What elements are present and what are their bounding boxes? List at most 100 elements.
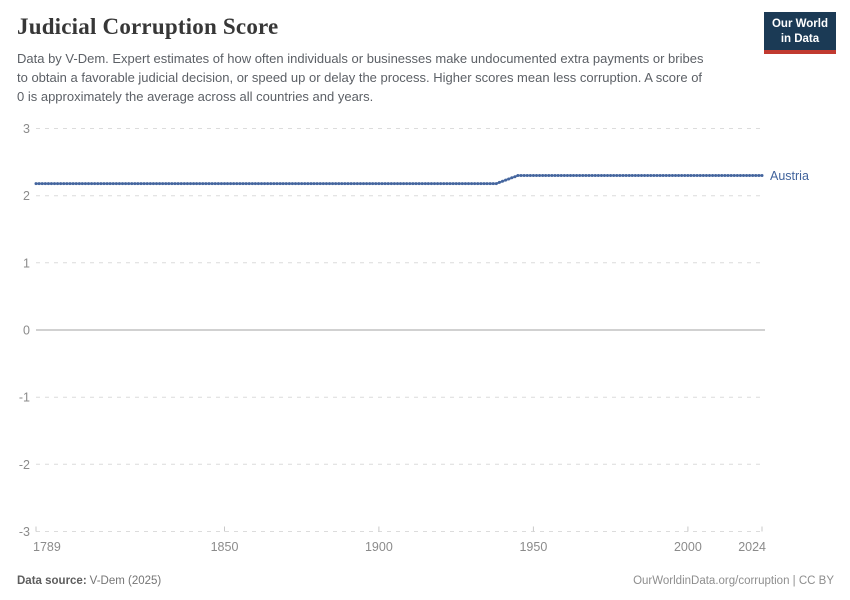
series-marker [569, 174, 572, 177]
series-marker [664, 174, 668, 177]
series-marker [324, 182, 328, 186]
series-marker [96, 182, 100, 186]
series-marker [445, 182, 449, 186]
footer: Data source: V-Dem (2025) OurWorldinData.… [17, 575, 834, 587]
series-marker [677, 174, 681, 177]
series-marker [62, 182, 66, 186]
series-marker [189, 182, 192, 186]
data-source-value: V-Dem (2025) [89, 575, 162, 587]
series-marker [504, 178, 508, 182]
series-marker [476, 182, 480, 186]
series-marker [479, 182, 483, 186]
series-marker [760, 174, 764, 177]
series-marker [442, 182, 446, 186]
series-marker [649, 174, 653, 177]
series-marker [581, 174, 585, 177]
series-marker [389, 182, 393, 186]
series-marker [423, 182, 427, 186]
series-marker [328, 182, 331, 186]
series-marker [501, 179, 504, 183]
series-marker [93, 182, 97, 186]
series-marker [223, 182, 226, 186]
series-marker [275, 182, 279, 186]
series-marker [414, 182, 418, 186]
series-marker [68, 182, 72, 186]
series-marker [497, 180, 501, 184]
series-marker [380, 182, 384, 186]
series-marker [612, 174, 616, 177]
series-marker [396, 182, 399, 186]
credit-link[interactable]: OurWorldinData.org/corruption | CC BY [633, 575, 834, 587]
chart-subtitle: Data by V-Dem. Expert estimates of how o… [17, 51, 704, 104]
series-marker [216, 182, 220, 186]
series-marker [337, 182, 341, 186]
series-marker [426, 182, 430, 186]
series-marker [640, 174, 643, 177]
series-marker [723, 174, 727, 177]
x-tick-label: 1850 [211, 540, 239, 554]
series-marker [287, 182, 291, 186]
series-marker [494, 182, 498, 186]
series-marker [602, 174, 606, 177]
series-marker [253, 182, 257, 186]
series-marker [646, 174, 650, 177]
series-marker [365, 182, 369, 186]
series-marker [352, 182, 356, 186]
series-marker [562, 174, 566, 177]
series-marker [516, 174, 520, 177]
series-marker [720, 174, 724, 177]
series-marker [284, 182, 288, 186]
series-marker [531, 174, 535, 177]
series-marker [754, 174, 758, 177]
series-marker [405, 182, 409, 186]
series-marker [596, 174, 600, 177]
series-marker [386, 182, 390, 186]
series-marker [266, 182, 270, 186]
series-marker [90, 182, 94, 186]
series-marker [429, 182, 433, 186]
series-marker [59, 182, 63, 186]
series-marker [80, 182, 84, 186]
owid-logo: Our World in Data [763, 12, 836, 55]
series-marker [643, 174, 647, 177]
series-marker [402, 182, 406, 186]
series-marker [541, 174, 545, 177]
series-marker [510, 176, 514, 180]
series-marker [340, 182, 344, 186]
series-marker [751, 174, 755, 177]
series-marker [297, 182, 301, 186]
series-marker [742, 174, 745, 177]
series-marker [726, 174, 730, 177]
series-marker [176, 182, 180, 186]
series-marker [158, 182, 162, 186]
series-marker [213, 182, 217, 186]
series-marker [618, 174, 622, 177]
series-marker [250, 182, 254, 186]
series-marker [114, 182, 118, 186]
series-marker [467, 182, 470, 186]
series-marker [46, 182, 50, 186]
x-tick-label: 2024 [738, 540, 766, 554]
series-marker [102, 182, 106, 186]
series-marker [256, 182, 260, 186]
series-marker [182, 182, 186, 186]
x-tick-label: 1950 [519, 540, 547, 554]
series-marker [235, 182, 239, 186]
series-marker [198, 182, 202, 186]
series-marker [139, 182, 143, 186]
series-marker [590, 174, 594, 177]
series-marker [99, 182, 103, 186]
series-marker [40, 182, 44, 186]
series-marker [185, 182, 189, 186]
series-marker [701, 174, 705, 177]
series-marker [121, 182, 124, 186]
series-marker [278, 182, 282, 186]
series-marker [105, 182, 109, 186]
series-marker [587, 174, 591, 177]
series-marker [630, 174, 634, 177]
series-marker [550, 174, 554, 177]
series-marker [667, 174, 671, 177]
series-marker [473, 182, 477, 186]
x-tick-label: 1789 [33, 540, 61, 554]
series-marker [43, 182, 47, 186]
